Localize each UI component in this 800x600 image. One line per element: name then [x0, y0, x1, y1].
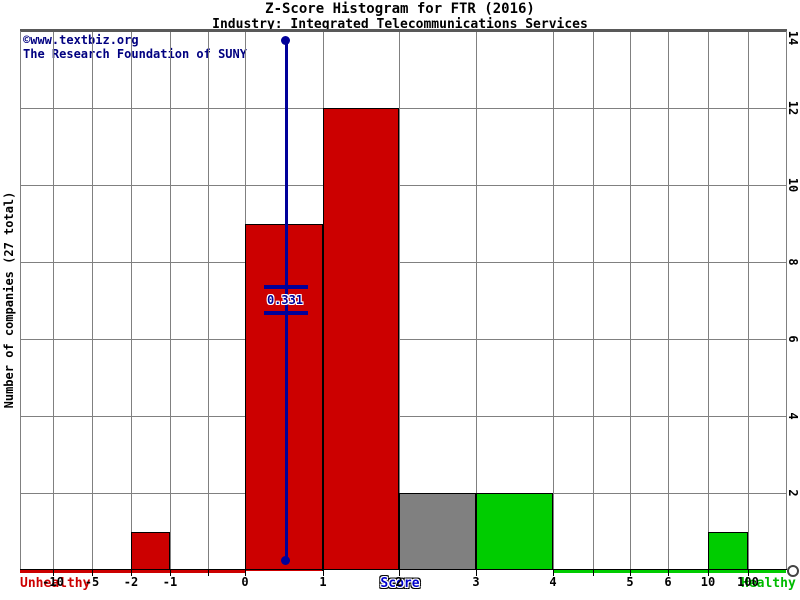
histogram-bar: [131, 532, 170, 571]
vertical-gridline: [593, 32, 594, 569]
y-tick-label: 6: [786, 335, 800, 343]
x-tick-mark: [593, 570, 594, 576]
horizontal-gridline: [21, 108, 786, 109]
x-tick-mark: [476, 570, 477, 576]
vertical-gridline: [131, 32, 132, 569]
x-tick-mark: [748, 570, 749, 576]
x-tick-label: 100: [737, 575, 759, 589]
x-tick-mark: [630, 570, 631, 576]
chart-subtitle: Industry: Integrated Telecommunications …: [212, 17, 588, 32]
vertical-gridline: [748, 32, 749, 569]
vertical-gridline: [53, 32, 54, 569]
marker-crossbar: [264, 285, 308, 289]
watermark-url: ©www.textbiz.org: [23, 33, 139, 47]
marker-crossbar: [264, 311, 308, 315]
plot-right-border: [786, 31, 787, 570]
vertical-gridline: [208, 32, 209, 569]
x-tick-label: -10: [42, 575, 64, 589]
horizontal-gridline: [21, 262, 786, 263]
x-tick-mark: [399, 570, 400, 576]
vertical-gridline: [630, 32, 631, 569]
vertical-gridline: [668, 32, 669, 569]
histogram-bar: [399, 493, 476, 570]
x-axis-line: [20, 569, 787, 570]
x-tick-label: 1: [319, 575, 327, 589]
marker-bottom-dot: [281, 556, 290, 565]
horizontal-gridline: [21, 416, 786, 417]
x-tick-mark: [92, 570, 93, 576]
x-tick-label: -1: [162, 575, 178, 589]
vertical-gridline: [553, 32, 554, 569]
x-tick-mark: [170, 570, 171, 576]
x-tick-mark: [245, 570, 246, 576]
unhealthy-label: Unhealthy: [20, 576, 91, 591]
x-tick-label: 4: [549, 575, 557, 589]
y-tick-label: 4: [786, 412, 800, 420]
y-axis-title: Number of companies (27 total): [2, 191, 16, 409]
horizontal-gridline: [21, 185, 786, 186]
histogram-bar: [245, 224, 323, 571]
x-axis-title: Score: [380, 576, 420, 591]
healthy-label: Healthy: [741, 576, 796, 591]
x-tick-label: 0: [241, 575, 249, 589]
vertical-gridline: [170, 32, 171, 569]
x-tick-mark: [323, 570, 324, 576]
y-tick-label: 12: [786, 100, 800, 116]
marker-top-dot: [281, 36, 290, 45]
marker-value-label: 0.331: [266, 293, 304, 307]
x-tick-label: -5: [84, 575, 100, 589]
x-tick-label: 10: [700, 575, 716, 589]
y-tick-label: 10: [786, 177, 800, 193]
plot-left-border: [20, 31, 21, 570]
horizontal-gridline: [21, 339, 786, 340]
x-tick-mark: [208, 570, 209, 576]
watermark-org: The Research Foundation of SUNY: [23, 47, 247, 61]
histogram-bar: [476, 493, 553, 570]
x-tick-mark: [668, 570, 669, 576]
axis-segment: [553, 570, 786, 573]
vertical-gridline: [476, 32, 477, 569]
y-tick-label: 2: [786, 489, 800, 497]
x-tick-label: 5: [626, 575, 634, 589]
chart-title: Z-Score Histogram for FTR (2016): [265, 1, 535, 17]
axis-segment: [20, 570, 246, 573]
vertical-gridline: [708, 32, 709, 569]
histogram-bar: [708, 532, 748, 571]
vertical-gridline: [92, 32, 93, 569]
x-tick-mark: [708, 570, 709, 576]
x-tick-mark: [131, 570, 132, 576]
marker-line: [285, 40, 288, 560]
x-tick-label: 3: [472, 575, 480, 589]
vertical-gridline: [399, 32, 400, 569]
y-tick-label: 8: [786, 258, 800, 266]
x-tick-label: 2: [395, 575, 403, 589]
x-tick-mark: [53, 570, 54, 576]
axis-end-circle: [787, 565, 799, 577]
plot-top-border: [20, 29, 787, 32]
x-tick-label: -2: [123, 575, 139, 589]
x-tick-mark: [553, 570, 554, 576]
y-tick-label: 14: [786, 30, 800, 46]
histogram-bar: [323, 108, 399, 570]
x-tick-label: 6: [664, 575, 672, 589]
